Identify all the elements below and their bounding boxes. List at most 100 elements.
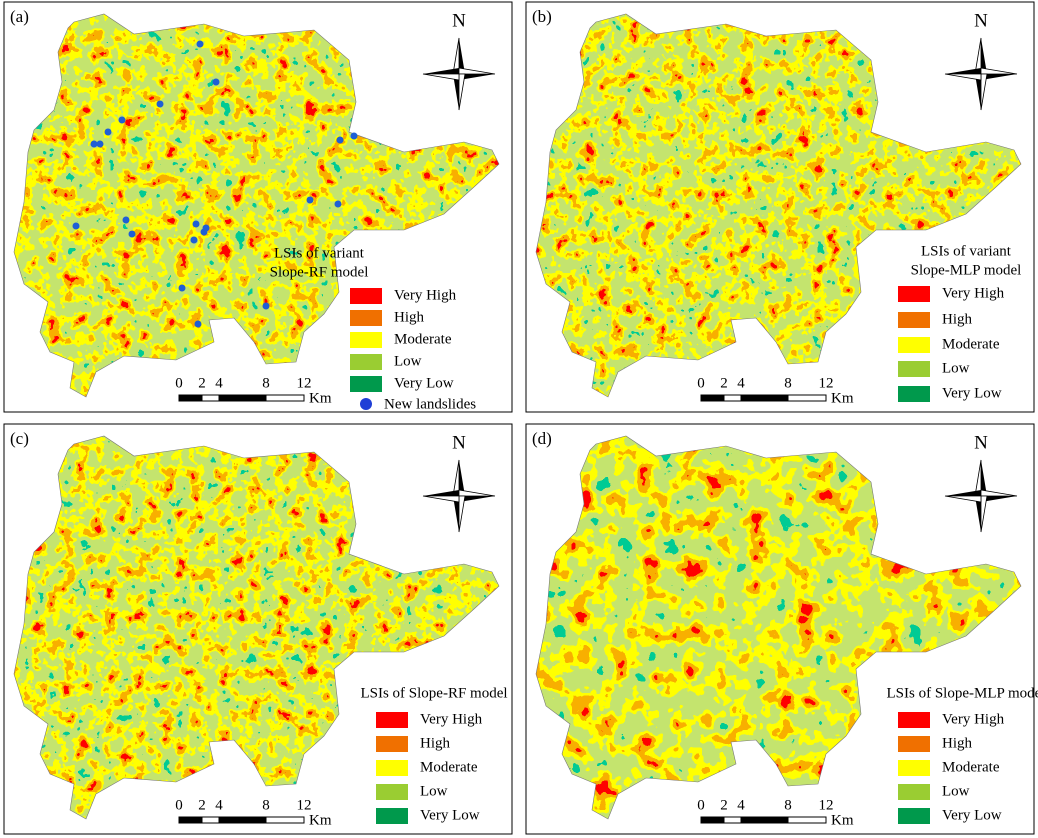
legend-label: High [942, 735, 973, 751]
region-outline [13, 435, 500, 820]
north-arrow [422, 495, 460, 503]
legend-label: Moderate [942, 336, 1000, 352]
legend-label: New landslides [384, 396, 476, 412]
legend-label: Moderate [394, 331, 452, 347]
legend-title: LSIs of Slope-RF model [360, 685, 507, 701]
scale-label: 2 [198, 375, 206, 391]
legend-swatch [350, 310, 382, 326]
legend-label: High [394, 309, 425, 325]
legend-swatch [898, 736, 930, 752]
legend-label: Very Low [420, 807, 480, 823]
landslide-point [262, 302, 270, 310]
scale-label: 0 [175, 797, 183, 813]
scale-label: 2 [198, 797, 206, 813]
map-panel: (a) N LSIs of variant Slope-RF model Very Hi… [3, 1, 513, 413]
legend-swatch [350, 354, 382, 370]
legend-swatch [350, 332, 382, 348]
north-arrow [453, 496, 459, 532]
landslide-point [178, 284, 186, 292]
scale-segment [787, 394, 827, 402]
scale-label: 8 [262, 375, 270, 391]
scale-label: 2 [720, 797, 728, 813]
north-arrow [458, 73, 466, 111]
scale-segment [740, 816, 789, 824]
scale-segment [201, 394, 220, 402]
scale-segment [700, 816, 725, 824]
landslide-point [336, 136, 344, 144]
north-arrow [423, 68, 459, 74]
scale-label: 2 [720, 375, 728, 391]
north-arrow [981, 460, 987, 496]
landslide-point [350, 132, 358, 140]
landslide-point [190, 236, 198, 244]
legend-label: High [942, 311, 973, 327]
north-arrow [423, 490, 459, 496]
north-arrow [981, 74, 1017, 80]
legend-label: Low [942, 783, 970, 799]
scale-unit: Km [831, 390, 854, 406]
landslide-point [334, 200, 342, 208]
region-outline [535, 435, 1022, 820]
legend-title: LSIs of variant [921, 243, 1012, 259]
legend-label: Very High [394, 287, 457, 303]
region-outline [535, 13, 1022, 398]
legend-label: Very High [942, 711, 1005, 727]
scale-segment [740, 394, 789, 402]
landslide-point [192, 220, 200, 228]
scale-label: 0 [697, 797, 705, 813]
north-label: N [452, 10, 466, 31]
legend-swatch [350, 288, 382, 304]
panel-label: (c) [10, 429, 29, 448]
north-arrow [459, 38, 465, 74]
landslide-point [104, 128, 112, 136]
legend-swatch [898, 760, 930, 776]
legend-swatch [350, 376, 382, 392]
north-arrow [458, 495, 466, 533]
legend-swatch [898, 337, 930, 353]
legend-swatch [898, 386, 930, 402]
north-arrow [453, 74, 459, 110]
scale-label: 4 [215, 797, 223, 813]
scale-segment [265, 394, 305, 402]
north-label: N [974, 10, 988, 31]
landslide-point [118, 116, 126, 124]
north-arrow [459, 74, 495, 80]
scale-segment [218, 816, 267, 824]
legend-label: Very High [942, 285, 1005, 301]
north-arrow [944, 495, 982, 503]
legend-title: LSIs of Slope-MLP model [886, 685, 1038, 701]
legend-label: Very High [420, 711, 483, 727]
scale-label: 12 [819, 375, 834, 391]
legend-swatch [376, 808, 408, 824]
north-label: N [452, 432, 466, 453]
north-arrow [981, 496, 1017, 502]
legend-swatch [376, 760, 408, 776]
scale-segment [723, 816, 742, 824]
legend-swatch [898, 286, 930, 302]
scale-label: 4 [737, 797, 745, 813]
north-arrow [980, 495, 988, 533]
map-panel: (c) N LSIs of Slope-RF model Very High High M… [3, 423, 513, 835]
scale-label: 12 [297, 797, 312, 813]
landslide-point [196, 40, 204, 48]
region-outline [13, 13, 500, 398]
scale-label: 8 [784, 375, 792, 391]
scale-label: 0 [697, 375, 705, 391]
scale-label: 4 [737, 375, 745, 391]
north-arrow [975, 74, 981, 110]
legend-label: High [420, 735, 451, 751]
landslide-point [306, 196, 314, 204]
scale-label: 8 [784, 797, 792, 813]
legend-label: Moderate [420, 759, 478, 775]
legend-label: Moderate [942, 759, 1000, 775]
scale-segment [723, 394, 742, 402]
scale-segment [265, 816, 305, 824]
legend-swatch [376, 784, 408, 800]
landslide-point [200, 228, 208, 236]
scale-segment [700, 394, 725, 402]
scale-segment [178, 394, 203, 402]
north-arrow [944, 73, 982, 81]
panel-label: (d) [532, 429, 552, 448]
landslide-point [96, 140, 104, 148]
